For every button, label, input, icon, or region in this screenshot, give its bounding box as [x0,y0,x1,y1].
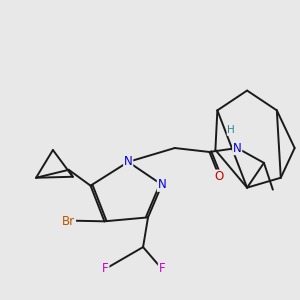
Text: N: N [124,155,133,168]
Text: N: N [158,178,166,191]
Text: H: H [227,125,235,135]
Text: O: O [215,170,224,183]
Text: F: F [102,262,109,275]
Text: N: N [233,142,242,154]
Text: F: F [159,262,165,275]
Text: Br: Br [62,215,75,228]
